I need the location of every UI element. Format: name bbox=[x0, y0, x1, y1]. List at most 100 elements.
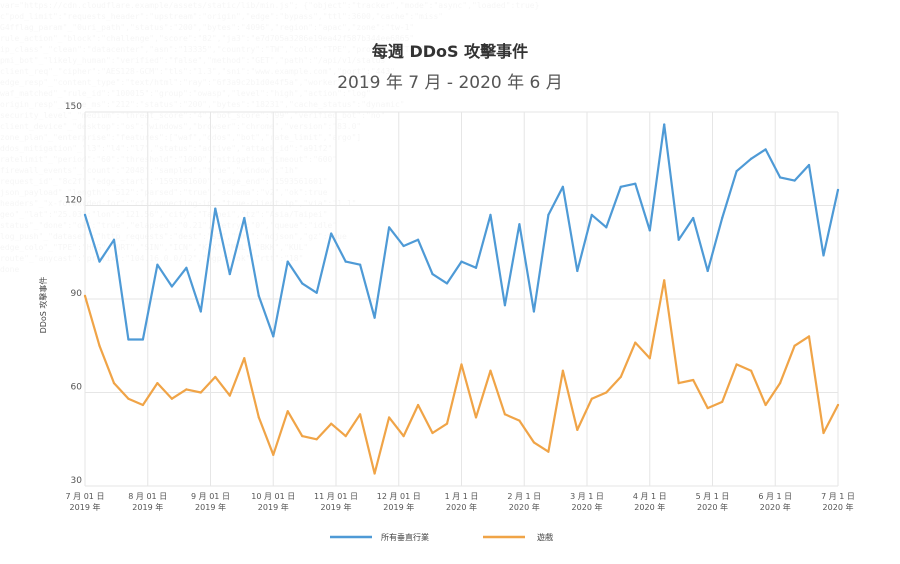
data-point bbox=[778, 382, 782, 385]
data-point bbox=[778, 176, 782, 179]
data-point bbox=[836, 403, 840, 407]
data-point bbox=[807, 335, 811, 338]
data-point bbox=[402, 435, 405, 438]
data-point bbox=[170, 397, 173, 400]
x-tick-year-label: 2019 年 bbox=[383, 502, 414, 512]
data-point bbox=[692, 216, 695, 220]
data-point bbox=[605, 226, 608, 229]
data-point bbox=[735, 363, 738, 366]
data-point bbox=[83, 213, 87, 216]
x-tick-label: 6 月 1 日 bbox=[758, 492, 792, 501]
data-point bbox=[460, 260, 463, 263]
data-point bbox=[127, 338, 130, 341]
data-point bbox=[532, 310, 536, 313]
data-point bbox=[503, 413, 507, 416]
data-point bbox=[431, 431, 434, 435]
data-point bbox=[648, 229, 651, 232]
data-point bbox=[677, 238, 680, 241]
x-tick-label: 7 月 1 日 bbox=[821, 492, 855, 501]
data-point bbox=[822, 254, 825, 257]
legend[interactable]: 所有垂直行業 遊戲 bbox=[330, 532, 553, 542]
grid-lines bbox=[84, 111, 839, 487]
data-point bbox=[156, 382, 159, 385]
data-point bbox=[344, 260, 347, 263]
data-point bbox=[663, 123, 666, 126]
chart-title: 每週 DDoS 攻擊事件 bbox=[371, 42, 529, 61]
data-point bbox=[373, 316, 376, 319]
data-point bbox=[359, 413, 362, 416]
data-point bbox=[83, 294, 87, 297]
data-point bbox=[98, 344, 101, 347]
data-point bbox=[359, 263, 362, 266]
data-point bbox=[257, 294, 260, 297]
data-point bbox=[750, 157, 753, 160]
data-point bbox=[735, 170, 738, 173]
data-point bbox=[141, 403, 145, 407]
data-point bbox=[402, 244, 405, 248]
data-point bbox=[199, 310, 202, 313]
data-point bbox=[301, 435, 304, 438]
data-point bbox=[460, 363, 463, 366]
data-point bbox=[605, 391, 608, 394]
x-tick-year-label: 2019 年 bbox=[321, 502, 352, 512]
data-point bbox=[416, 403, 420, 407]
x-tick-year-label: 2019 年 bbox=[132, 502, 163, 512]
y-tick-label: 30 bbox=[71, 476, 83, 486]
data-point bbox=[634, 341, 637, 344]
data-point bbox=[532, 441, 536, 444]
data-point bbox=[214, 207, 217, 210]
data-point bbox=[112, 238, 116, 241]
x-tick-label: 11 月 01 日 bbox=[314, 492, 358, 501]
legend-label: 遊戲 bbox=[537, 532, 553, 542]
data-point bbox=[692, 378, 695, 382]
data-point bbox=[590, 213, 593, 216]
x-tick-label: 3 月 1 日 bbox=[570, 492, 604, 501]
data-point bbox=[141, 338, 145, 341]
data-point bbox=[619, 185, 622, 188]
data-point bbox=[663, 279, 666, 282]
x-tick-label: 12 月 01 日 bbox=[377, 492, 421, 501]
x-tick-year-label: 2019 年 bbox=[195, 502, 226, 512]
data-point bbox=[301, 282, 304, 285]
data-point bbox=[156, 263, 159, 266]
data-point bbox=[590, 397, 593, 400]
x-tick-year-label: 2020 年 bbox=[823, 502, 854, 512]
data-point bbox=[286, 410, 289, 413]
data-point bbox=[721, 400, 724, 403]
data-point bbox=[127, 397, 130, 400]
data-point bbox=[185, 266, 188, 269]
data-point bbox=[445, 422, 449, 425]
data-point bbox=[836, 188, 840, 192]
data-point bbox=[561, 369, 564, 372]
y-tick-label: 90 bbox=[71, 289, 83, 299]
data-point bbox=[619, 375, 622, 379]
y-tick-label: 60 bbox=[71, 383, 83, 393]
data-point bbox=[214, 375, 217, 379]
data-point bbox=[822, 431, 825, 435]
x-tick-label: 1 月 1 日 bbox=[445, 492, 479, 501]
data-point bbox=[793, 179, 796, 182]
data-point bbox=[373, 472, 376, 475]
legend-item-0[interactable]: 所有垂直行業 bbox=[330, 532, 429, 542]
y-axis-ticks: 150 120 90 60 30 bbox=[65, 102, 82, 486]
data-point bbox=[272, 335, 275, 338]
data-point bbox=[706, 269, 709, 273]
data-point bbox=[185, 388, 188, 391]
x-tick-year-label: 2020 年 bbox=[446, 502, 477, 512]
data-point bbox=[721, 216, 724, 220]
data-point bbox=[474, 416, 478, 419]
data-point bbox=[387, 226, 391, 229]
data-point bbox=[228, 394, 231, 397]
x-tick-label: 5 月 1 日 bbox=[696, 492, 730, 501]
data-point bbox=[807, 163, 811, 167]
x-tick-label: 2 月 1 日 bbox=[507, 492, 541, 501]
data-point bbox=[489, 213, 492, 216]
data-point bbox=[431, 272, 434, 276]
data-point bbox=[243, 357, 246, 360]
data-point bbox=[344, 435, 347, 438]
legend-item-1[interactable]: 遊戲 bbox=[483, 532, 553, 542]
series-lines bbox=[83, 123, 840, 475]
data-point bbox=[474, 266, 478, 269]
